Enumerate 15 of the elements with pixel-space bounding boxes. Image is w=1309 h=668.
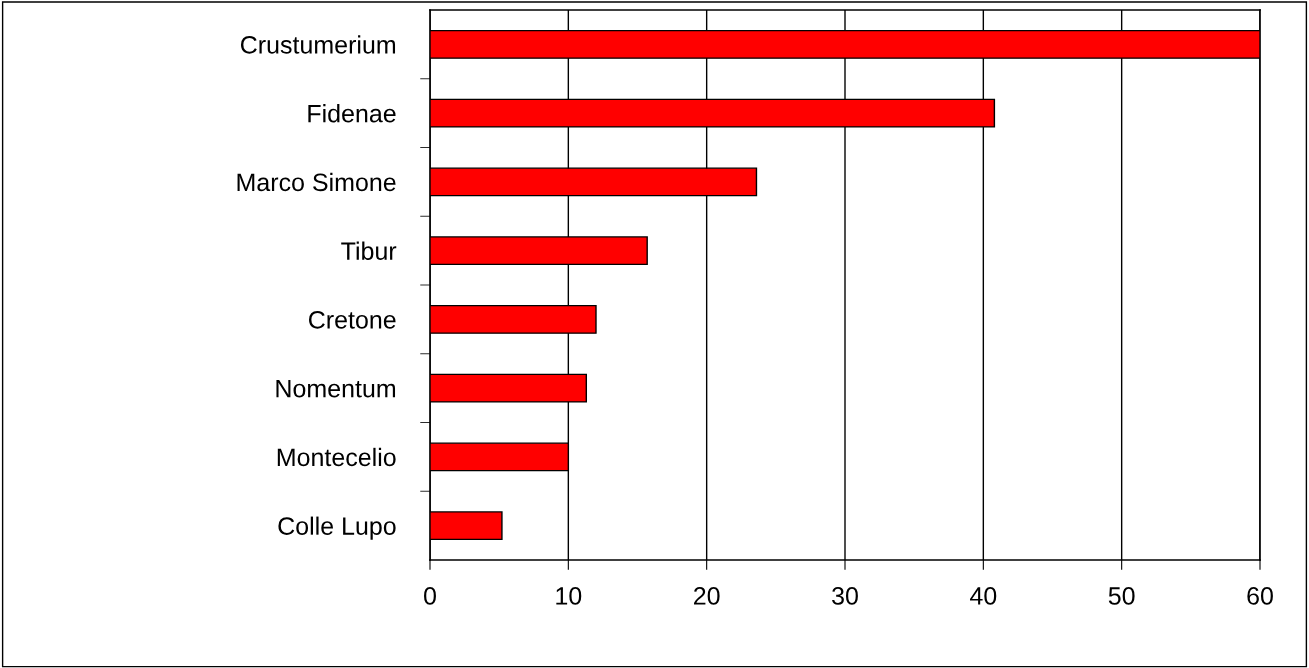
y-tick-label: Crustumerium bbox=[240, 35, 396, 54]
y-tick-label: Fidenae bbox=[308, 104, 396, 123]
y-tick-label: Marco Simone bbox=[237, 172, 396, 192]
y-tick-label: Cretone bbox=[309, 310, 396, 329]
x-tick-label: 20 bbox=[694, 587, 720, 605]
x-tick-label: 60 bbox=[1247, 587, 1273, 605]
x-tick-label: 10 bbox=[556, 587, 582, 605]
y-tick-label: Montecelio bbox=[277, 447, 396, 467]
x-tick-label: 0 bbox=[424, 587, 436, 605]
x-tick-label: 50 bbox=[1108, 587, 1135, 605]
y-tick-label: Tibur bbox=[341, 241, 397, 260]
x-tick-label: 30 bbox=[832, 587, 858, 605]
x-tick-label: 40 bbox=[970, 587, 997, 605]
y-tick-label: Nomentum bbox=[276, 379, 396, 398]
y-tick-label: Colle Lupo bbox=[278, 516, 396, 540]
